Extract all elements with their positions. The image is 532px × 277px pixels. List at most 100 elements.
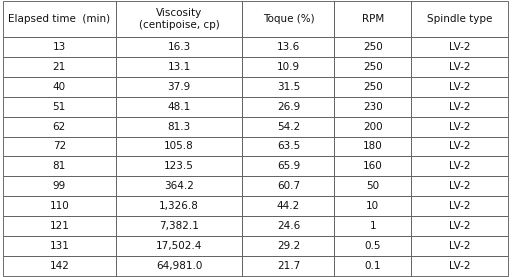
Text: 10.9: 10.9 [277,62,300,72]
Bar [335,256,411,276]
Bar [335,216,411,236]
Bar [116,1,242,37]
Text: 62: 62 [53,122,66,132]
Text: 21: 21 [53,62,66,72]
Text: 50: 50 [366,181,379,191]
Bar [3,37,116,57]
Bar [335,37,411,57]
Text: 110: 110 [49,201,69,211]
Bar [335,77,411,97]
Text: 26.9: 26.9 [277,102,300,112]
Text: 250: 250 [363,62,383,72]
Bar [242,137,335,157]
Bar [411,57,508,77]
Text: 105.8: 105.8 [164,142,194,152]
Bar [335,1,411,37]
Text: LV-2: LV-2 [449,181,470,191]
Text: LV-2: LV-2 [449,102,470,112]
Text: Elapsed time  (min): Elapsed time (min) [8,14,110,24]
Bar [116,236,242,256]
Text: 1,326.8: 1,326.8 [159,201,199,211]
Bar [116,157,242,176]
Text: 230: 230 [363,102,383,112]
Text: LV-2: LV-2 [449,241,470,251]
Bar [411,157,508,176]
Bar [242,37,335,57]
Bar [242,117,335,137]
Text: 180: 180 [363,142,383,152]
Text: 29.2: 29.2 [277,241,300,251]
Bar [116,57,242,77]
Text: LV-2: LV-2 [449,42,470,52]
Bar [411,97,508,117]
Text: 65.9: 65.9 [277,161,300,171]
Text: 0.1: 0.1 [364,261,381,271]
Bar [411,216,508,236]
Text: 1: 1 [369,221,376,231]
Text: 200: 200 [363,122,383,132]
Text: 250: 250 [363,42,383,52]
Bar [242,57,335,77]
Bar [116,37,242,57]
Bar [411,1,508,37]
Text: 10: 10 [366,201,379,211]
Text: 60.7: 60.7 [277,181,300,191]
Text: 48.1: 48.1 [168,102,191,112]
Text: 13.6: 13.6 [277,42,300,52]
Text: 24.6: 24.6 [277,221,300,231]
Bar [116,77,242,97]
Text: 63.5: 63.5 [277,142,300,152]
Text: LV-2: LV-2 [449,161,470,171]
Text: LV-2: LV-2 [449,261,470,271]
Text: LV-2: LV-2 [449,62,470,72]
Text: 21.7: 21.7 [277,261,300,271]
Bar [335,57,411,77]
Bar [3,57,116,77]
Bar [242,157,335,176]
Bar [411,137,508,157]
Bar [335,176,411,196]
Text: 123.5: 123.5 [164,161,194,171]
Text: 16.3: 16.3 [168,42,191,52]
Text: Toque (%): Toque (%) [263,14,314,24]
Bar [411,176,508,196]
Bar [411,196,508,216]
Bar [411,117,508,137]
Text: 13: 13 [53,42,66,52]
Text: 364.2: 364.2 [164,181,194,191]
Bar [335,137,411,157]
Bar [116,117,242,137]
Text: Viscosity
(centipoise, cp): Viscosity (centipoise, cp) [139,8,220,30]
Text: 131: 131 [49,241,69,251]
Bar [3,77,116,97]
Text: 13.1: 13.1 [168,62,191,72]
Bar [411,236,508,256]
Bar [116,97,242,117]
Bar [411,37,508,57]
Text: 54.2: 54.2 [277,122,300,132]
Bar [242,256,335,276]
Text: 99: 99 [53,181,66,191]
Bar [3,97,116,117]
Bar [3,1,116,37]
Bar [335,157,411,176]
Text: 17,502.4: 17,502.4 [156,241,202,251]
Bar [3,236,116,256]
Bar [335,236,411,256]
Bar [116,216,242,236]
Text: LV-2: LV-2 [449,201,470,211]
Bar [116,176,242,196]
Text: 44.2: 44.2 [277,201,300,211]
Bar [242,1,335,37]
Text: RPM: RPM [362,14,384,24]
Text: 142: 142 [49,261,69,271]
Bar [335,97,411,117]
Bar [242,77,335,97]
Bar [3,196,116,216]
Text: 160: 160 [363,161,383,171]
Text: 0.5: 0.5 [364,241,381,251]
Bar [116,256,242,276]
Bar [242,236,335,256]
Text: 64,981.0: 64,981.0 [156,261,202,271]
Text: 51: 51 [53,102,66,112]
